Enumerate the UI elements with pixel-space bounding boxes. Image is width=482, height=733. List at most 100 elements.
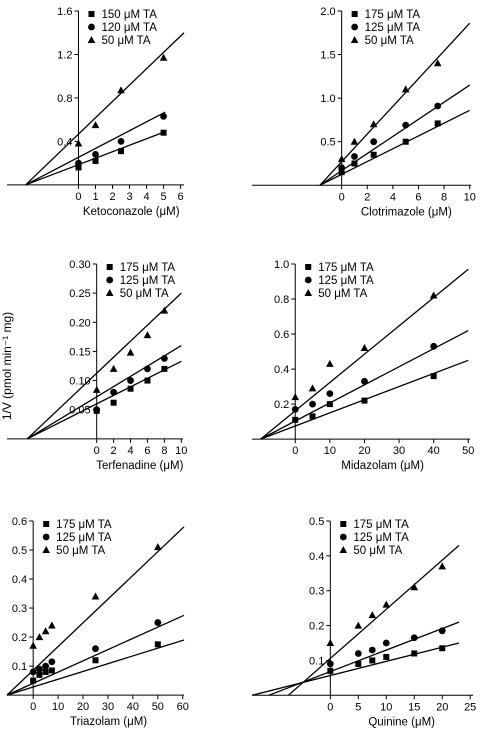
data-point-circle <box>430 342 438 350</box>
y-tick-label: 0.20 <box>69 317 90 329</box>
data-point-square <box>42 668 49 675</box>
data-point-triangle <box>368 611 377 619</box>
legend-label: 50 μM TA <box>365 35 414 47</box>
y-tick-label: 0.5 <box>309 516 324 528</box>
fit-line-square <box>251 642 460 696</box>
legend-marker-circle <box>339 533 347 541</box>
data-point-triangle <box>410 583 419 591</box>
legend-marker-triangle <box>304 289 313 296</box>
data-point-triangle <box>308 384 317 392</box>
data-point-square <box>338 169 345 176</box>
legend-marker-square <box>43 521 50 527</box>
x-tick-label: 4 <box>127 445 133 457</box>
legend-marker-square <box>106 264 113 270</box>
data-point-triangle <box>143 331 152 339</box>
legend-label: 120 μM TA <box>101 22 157 34</box>
data-point-triangle <box>91 121 100 129</box>
y-tick-label: 0.6 <box>12 516 27 528</box>
data-point-circle <box>36 665 43 673</box>
data-point-triangle <box>354 621 363 629</box>
legend-label: 125 μM TA <box>120 275 176 287</box>
y-tick-label: 0.5 <box>320 137 335 149</box>
legend-label: 150 μM TA <box>101 9 157 21</box>
y-tick-label: 0.2 <box>12 632 27 644</box>
data-point-triangle <box>433 59 442 67</box>
data-point-triangle <box>117 86 125 94</box>
data-point-triangle <box>337 155 346 163</box>
data-point-triangle <box>401 85 410 93</box>
data-point-triangle <box>48 621 56 629</box>
data-point-triangle <box>382 600 391 608</box>
data-point-circle <box>438 627 446 635</box>
legend-marker-circle <box>88 23 95 31</box>
x-tick-label: 8 <box>161 445 167 457</box>
data-point-circle <box>29 668 37 676</box>
legend-label: 50 μM TA <box>101 35 150 47</box>
x-tick-label: 10 <box>464 191 476 203</box>
legend-label: 50 μM TA <box>56 545 105 557</box>
legend-marker-square <box>305 264 312 270</box>
x-tick-label: 6 <box>178 191 184 203</box>
y-tick-label: 1.5 <box>320 50 335 62</box>
y-tick-label: 0.1 <box>12 661 27 673</box>
x-tick-label: 30 <box>393 445 405 457</box>
data-point-square <box>161 365 168 372</box>
y-axis-title: 1/V (pmol min⁻¹ mg) <box>0 312 14 420</box>
data-point-circle <box>127 377 134 384</box>
data-point-square <box>411 650 418 657</box>
x-axis-title: Triazolam (μM) <box>70 716 147 728</box>
data-point-circle <box>291 405 299 413</box>
legend-label: 50 μM TA <box>120 288 169 300</box>
y-tick-label: 0.2 <box>274 399 289 411</box>
x-tick-label: 5 <box>355 701 361 713</box>
y-tick-label: 0.25 <box>69 288 90 300</box>
data-point-circle <box>75 159 82 167</box>
fit-line-circle <box>26 345 182 440</box>
y-tick-label: 0.6 <box>274 329 289 341</box>
x-tick-label: 15 <box>408 701 420 713</box>
legend-label: 175 μM TA <box>56 519 112 531</box>
y-tick-label: 0.8 <box>274 294 289 306</box>
x-tick-label: 6 <box>144 445 150 457</box>
data-point-triangle <box>350 137 359 145</box>
data-point-circle <box>368 646 376 654</box>
data-point-square <box>30 677 37 684</box>
legend-label: 50 μM TA <box>318 288 367 300</box>
data-point-square <box>75 164 82 171</box>
legend-marker-square <box>88 11 95 17</box>
x-axis-title: Terfenadine (μM) <box>96 460 183 472</box>
data-point-circle <box>354 650 362 657</box>
x-tick-label: 20 <box>77 701 89 713</box>
legend-label: 175 μM TA <box>120 262 176 274</box>
legend-marker-triangle <box>339 546 348 553</box>
data-point-square <box>370 151 377 158</box>
data-point-circle <box>144 365 151 373</box>
data-point-circle <box>361 377 368 385</box>
data-point-triangle <box>160 306 169 314</box>
x-tick-label: 40 <box>428 445 440 457</box>
x-tick-label: 0 <box>94 445 100 457</box>
x-tick-label: 1 <box>92 191 98 203</box>
legend-marker-circle <box>106 276 114 284</box>
data-point-triangle <box>35 633 44 641</box>
x-tick-label: 3 <box>126 191 132 203</box>
data-point-circle <box>309 400 316 408</box>
y-tick-label: 0.15 <box>69 346 90 358</box>
x-tick-label: 0 <box>292 445 298 457</box>
legend-marker-square <box>351 11 358 17</box>
x-axis-title: Quinine (μM) <box>368 716 435 728</box>
data-point-square <box>48 667 55 674</box>
data-point-triangle <box>41 627 50 635</box>
x-tick-label: 2 <box>364 191 370 203</box>
data-point-triangle <box>92 385 101 393</box>
y-tick-label: 0.3 <box>12 603 27 615</box>
data-point-square <box>154 641 161 648</box>
fit-line-triangle <box>26 292 182 440</box>
y-tick-label: 0.4 <box>57 136 72 148</box>
data-point-circle <box>93 406 101 414</box>
data-point-triangle <box>369 120 378 128</box>
legend-label: 125 μM TA <box>365 22 421 34</box>
fit-line-triangle <box>25 32 185 186</box>
data-point-triangle <box>109 364 118 372</box>
